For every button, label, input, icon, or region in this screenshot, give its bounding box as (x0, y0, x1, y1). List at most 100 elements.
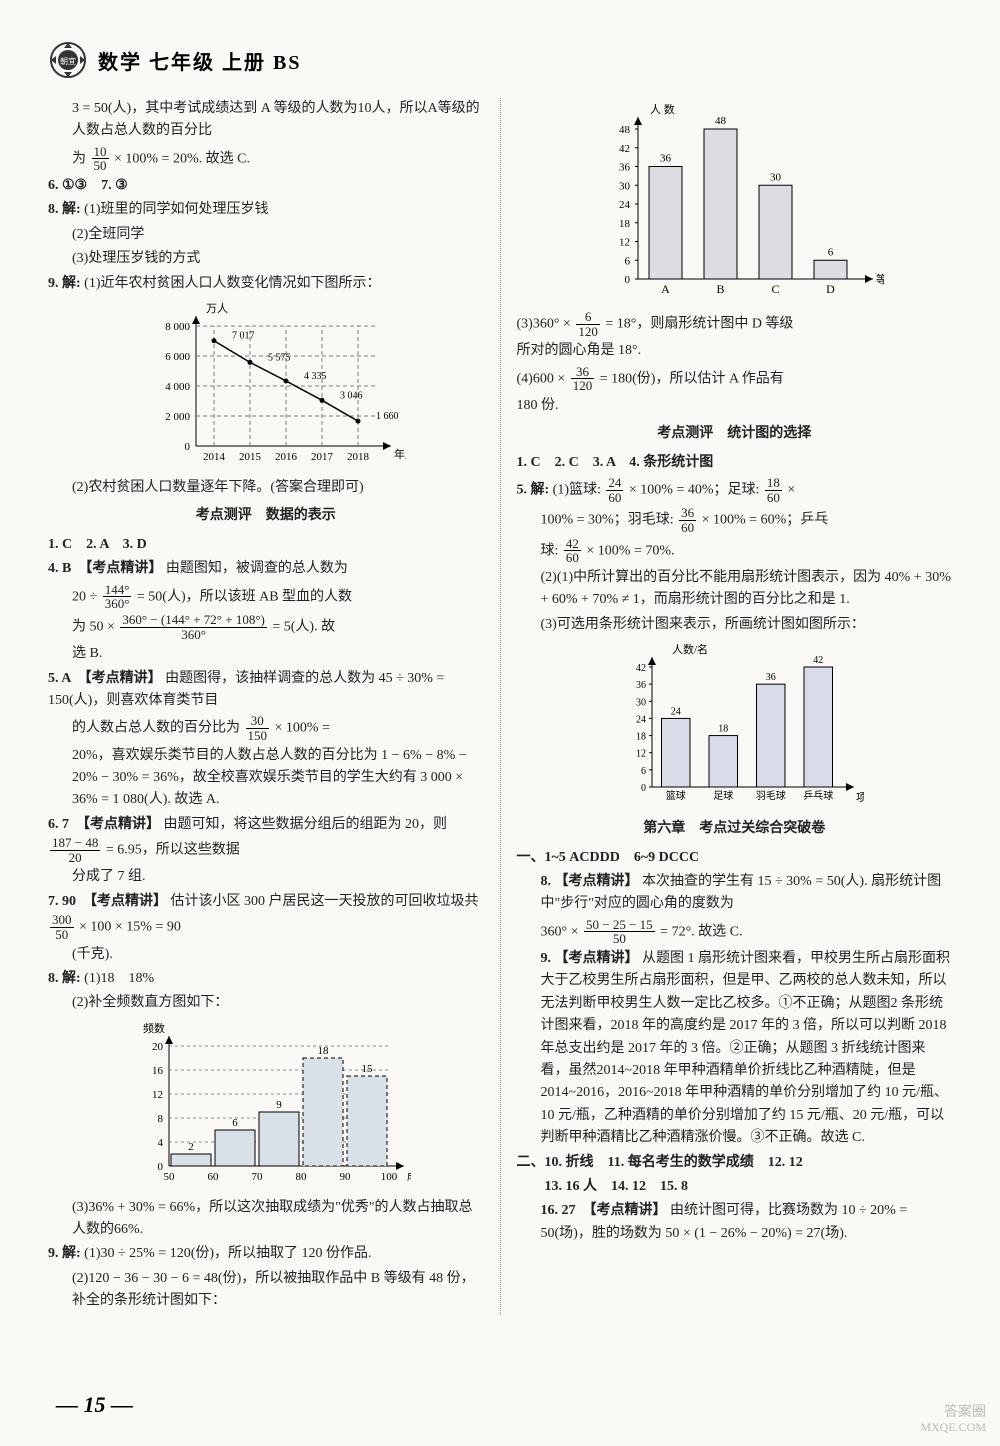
svg-text:年度: 年度 (394, 447, 406, 461)
svg-text:36: 36 (660, 153, 672, 165)
q9-2: (2)农村贫困人口数量逐年下降。(答案合理即可) (48, 477, 484, 499)
page-header: 朝宜 数学 七年级 上册 BS (48, 40, 952, 80)
svg-text:万人: 万人 (206, 302, 228, 315)
svg-text:5 575: 5 575 (268, 352, 291, 363)
svg-text:4 000: 4 000 (165, 381, 190, 393)
sec1-q6: 6. 7 【考点精讲】 由题可知，将这些数据分组后的组距为 20，则 187 −… (48, 814, 484, 865)
svg-text:12: 12 (636, 749, 646, 760)
svg-text:36: 36 (766, 672, 776, 683)
svg-text:成绩(分): 成绩(分) (407, 1170, 411, 1183)
logo-icon: 朝宜 (48, 40, 88, 80)
svg-text:48: 48 (715, 115, 727, 127)
svg-text:C: C (772, 282, 780, 296)
svg-text:30: 30 (770, 171, 782, 183)
svg-text:2: 2 (188, 1141, 194, 1153)
intro-text-2: 为 1050 × 100% = 20%. 故选 C. (48, 145, 484, 173)
sec1-q4-4: 选 B. (48, 643, 484, 665)
svg-text:30: 30 (619, 180, 631, 192)
sec1-q4: 4. B 【考点精讲】 由题图知，被调查的总人数为 (48, 558, 484, 580)
svg-text:30: 30 (636, 697, 646, 708)
svg-text:8 000: 8 000 (165, 321, 190, 333)
sec3-q8: 8. 【考点精讲】 本次抽查的学生有 15 ÷ 30% = 50(人). 扇形统… (517, 871, 953, 916)
sec1-q8-2: (2)补全频数直方图如下： (48, 992, 484, 1014)
svg-text:6 000: 6 000 (165, 351, 190, 363)
sec2-answers: 1. C 2. C 3. A 4. 条形统计图 (517, 452, 953, 474)
page-number: — 15 — (56, 1392, 133, 1418)
section-title-2: 考点测评 统计图的选择 (517, 423, 953, 445)
q9: 9. 解: (1)近年农村贫困人口人数变化情况如下图所示： (48, 273, 484, 295)
sec2-q5-5: (3)可选用条形统计图来表示，所画统计图如图所示： (517, 614, 953, 636)
sec3-a1: 一、1~5 ACDDD 6~9 DCCC (517, 847, 953, 869)
svg-text:2017: 2017 (311, 451, 334, 463)
svg-text:42: 42 (814, 655, 824, 666)
svg-text:4: 4 (157, 1137, 163, 1149)
sec3-q9: 9. 【考点精讲】 从题图 1 扇形统计图来看，甲校男生所占扇形面积大于乙校男生… (517, 948, 953, 1150)
sec1-q6-2: 分成了 7 组. (48, 866, 484, 888)
svg-text:朝宜: 朝宜 (60, 56, 76, 66)
svg-text:18: 18 (619, 218, 631, 230)
svg-text:2014: 2014 (203, 451, 226, 463)
section-title-3: 第六章 考点过关综合突破卷 (517, 818, 953, 840)
sec2-q5: 5. 解: (1)篮球: 2460 × 100% = 40%；足球: 1860 … (517, 476, 953, 504)
watermark: 答案圈 MXQE.COM (920, 1405, 986, 1434)
svg-text:12: 12 (619, 237, 630, 249)
svg-text:D: D (826, 282, 835, 296)
svg-text:70: 70 (251, 1171, 263, 1183)
svg-text:48: 48 (619, 124, 631, 136)
sec3-a3: 13. 16 人 14. 12 15. 8 (517, 1176, 953, 1198)
svg-text:6: 6 (232, 1117, 238, 1129)
svg-text:乒乓球: 乒乓球 (804, 789, 834, 802)
svg-text:1 660: 1 660 (376, 411, 399, 422)
q8-3: (3)处理压岁钱的方式 (48, 248, 484, 270)
section-title-1: 考点测评 数据的表示 (48, 505, 484, 527)
svg-text:12: 12 (152, 1089, 163, 1101)
svg-text:4 335: 4 335 (304, 371, 327, 382)
sec1-answers: 1. C 2. A 3. D (48, 534, 484, 556)
score-histogram: 频数成绩(分)04812162050607080901002691815 (121, 1021, 411, 1191)
sec3-q16: 16. 27 【考点精讲】 由统计图可得，比赛场数为 10 ÷ 20% = 50… (517, 1200, 953, 1245)
svg-text:0: 0 (625, 274, 631, 286)
sec2-q5-3: 球: 4260 × 100% = 70%. (517, 537, 953, 565)
header-title: 数学 七年级 上册 BS (98, 46, 301, 75)
svg-text:频数: 频数 (143, 1021, 165, 1035)
svg-text:6: 6 (625, 255, 631, 267)
content-columns: 3 = 50(人)，其中考试成绩达到 A 等级的人数为10人，所以A等级的人数占… (48, 98, 952, 1315)
grade-bar-chart: 人 数等级061218243036424836A48B30C6D (584, 104, 884, 304)
svg-text:8: 8 (157, 1113, 163, 1125)
sec1-q7: 7. 90 【考点精讲】 估计该小区 300 户居民这一天投放的可回收垃圾共 3… (48, 891, 484, 942)
svg-text:42: 42 (636, 663, 646, 674)
svg-text:36: 36 (636, 680, 646, 691)
svg-text:7 017: 7 017 (232, 331, 255, 342)
sec1-q5-2: 的人数占总人数的百分比为 30150 × 100% = (48, 714, 484, 742)
svg-text:20: 20 (152, 1041, 164, 1053)
svg-text:90: 90 (339, 1171, 351, 1183)
svg-text:2015: 2015 (239, 451, 262, 463)
svg-text:篮球: 篮球 (666, 789, 686, 802)
svg-text:2018: 2018 (347, 451, 370, 463)
svg-text:16: 16 (152, 1065, 164, 1077)
page: 朝宜 数学 七年级 上册 BS 3 = 50(人)，其中考试成绩达到 A 等级的… (0, 0, 1000, 1446)
svg-text:B: B (717, 282, 725, 296)
r3-2: 所对的圆心角是 18°. (517, 340, 953, 362)
svg-text:80: 80 (295, 1171, 307, 1183)
sec1-q9-2: (2)120 − 36 − 30 − 6 = 48(份)，所以被抽取作品中 B … (48, 1268, 484, 1313)
svg-text:3 046: 3 046 (340, 390, 363, 401)
svg-text:50: 50 (163, 1171, 175, 1183)
sec3-a2: 二、10. 折线 11. 每名考生的数学成绩 12. 12 (517, 1152, 953, 1174)
svg-text:羽毛球: 羽毛球 (756, 789, 786, 802)
svg-text:2 000: 2 000 (165, 411, 190, 423)
svg-text:6: 6 (641, 766, 646, 777)
intro-text-1: 3 = 50(人)，其中考试成绩达到 A 等级的人数为10人，所以A等级的人数占… (48, 98, 484, 143)
svg-text:18: 18 (317, 1045, 329, 1057)
svg-text:等级: 等级 (876, 272, 884, 286)
r3: (3)360° × 6120 = 18°，则扇形统计图中 D 等级 (517, 310, 953, 338)
svg-text:24: 24 (619, 199, 631, 211)
sec1-q7-2: (千克). (48, 944, 484, 966)
svg-text:6: 6 (828, 246, 834, 258)
sec3-q8-2: 360° × 50 − 25 − 1550 = 72°. 故选 C. (517, 918, 953, 946)
sec1-q5-3: 20%，喜欢娱乐类节目的人数占总人数的百分比为 1 − 6% − 8% − 20… (48, 745, 484, 812)
svg-text:36: 36 (619, 162, 631, 174)
svg-text:人数/名: 人数/名 (672, 642, 708, 656)
sec1-q8: 8. 解: (1)18 18% (48, 968, 484, 990)
sport-bar-chart: 人数/名项目0612182430364224篮球18足球36羽毛球42乒乓球 (604, 642, 864, 812)
